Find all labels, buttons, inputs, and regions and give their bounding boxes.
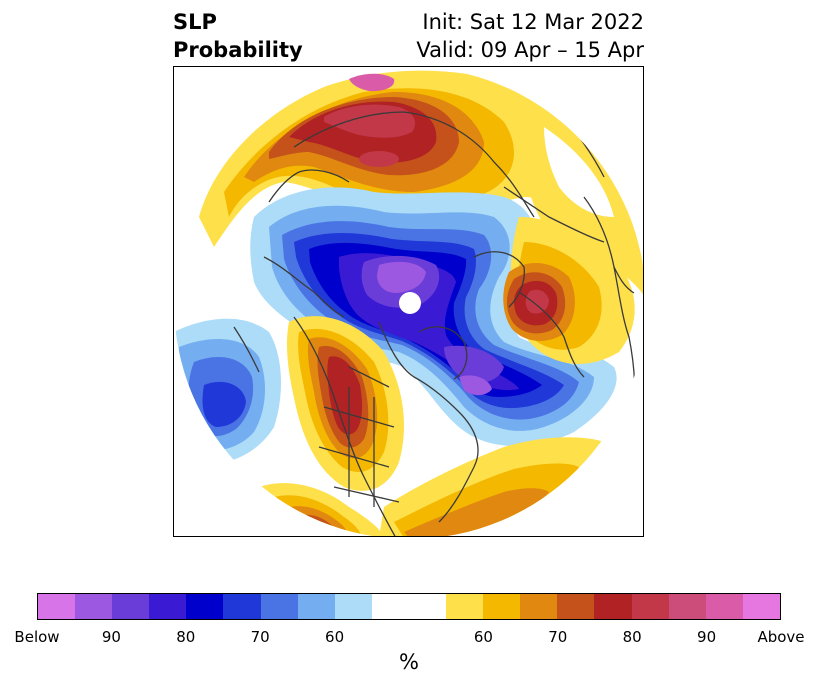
colorbar-segment	[668, 594, 706, 619]
init-date: Init: Sat 12 Mar 2022	[422, 10, 644, 34]
europe-above-region	[503, 217, 635, 364]
colorbar-segment	[112, 594, 150, 619]
colorbar-segment	[75, 594, 113, 619]
valid-range: Valid: 09 Apr – 15 Apr	[416, 38, 644, 62]
colorbar-tick-label: Above	[757, 628, 805, 646]
colorbar-unit: %	[399, 650, 419, 674]
colorbar-segment	[742, 594, 780, 619]
colorbar-tick-label: 80	[176, 628, 196, 646]
coastlines	[233, 106, 636, 536]
colorbar-tick-label: 60	[325, 628, 345, 646]
title-line-2: Probability	[173, 38, 303, 62]
pacific-above-region	[504, 87, 643, 297]
colorbar-tick-label: 70	[250, 628, 270, 646]
colorbar	[37, 593, 781, 620]
colorbar-segment	[483, 594, 521, 619]
colorbar-tick-label: Below	[14, 628, 60, 646]
colorbar-tick-label: 90	[697, 628, 717, 646]
map-title: SLP Probability	[173, 8, 303, 64]
colorbar-tick-label: 90	[101, 628, 121, 646]
colorbar-segment	[557, 594, 595, 619]
colorbar-segment	[186, 594, 224, 619]
colorbar-segment	[371, 594, 409, 619]
north-america-above-region	[286, 316, 404, 491]
colorbar-tick-label: 80	[622, 628, 642, 646]
pole-hole	[399, 292, 421, 314]
colorbar-segment	[297, 594, 335, 619]
colorbar-segment	[705, 594, 743, 619]
colorbar-segment	[520, 594, 558, 619]
colorbar-segment	[594, 594, 632, 619]
colorbar-tick-label: 70	[548, 628, 568, 646]
colorbar-segment	[223, 594, 261, 619]
probability-field	[174, 67, 643, 536]
colorbar-segment	[260, 594, 298, 619]
colorbar-segment	[149, 594, 187, 619]
title-line-1: SLP	[173, 10, 217, 34]
colorbar-segment	[38, 594, 76, 619]
colorbar-segment	[446, 594, 484, 619]
colorbar-segment	[334, 594, 372, 619]
map-dates: Init: Sat 12 Mar 2022 Valid: 09 Apr – 15…	[416, 8, 644, 64]
colorbar-segment	[631, 594, 669, 619]
colorbar-tick-label: 60	[473, 628, 493, 646]
atlantic-above-region	[259, 437, 604, 536]
colorbar-segment	[408, 594, 447, 619]
polar-map	[173, 66, 644, 537]
